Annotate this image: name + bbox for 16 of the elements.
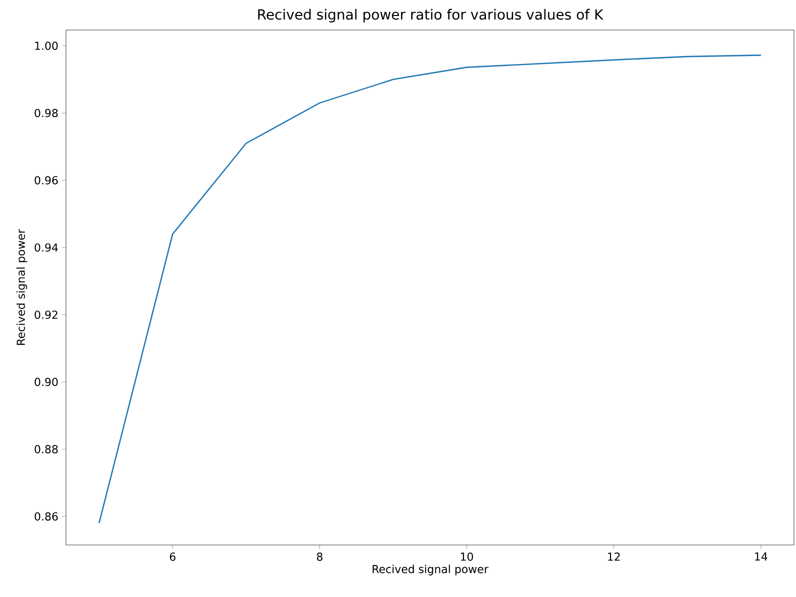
y-tick-label: 0.86 bbox=[34, 512, 58, 521]
y-axis-title: Recived signal power bbox=[16, 229, 28, 345]
y-tick-label: 0.92 bbox=[34, 310, 58, 319]
x-tick-label: 10 bbox=[460, 552, 474, 561]
y-tick-label: 0.88 bbox=[34, 445, 58, 454]
x-tick-label: 12 bbox=[608, 552, 620, 561]
x-tick-label: 6 bbox=[170, 552, 176, 561]
y-tick-label: 0.94 bbox=[34, 243, 58, 252]
y-tick-label: 0.98 bbox=[34, 108, 58, 118]
x-tick-label: 8 bbox=[316, 552, 322, 561]
y-tick-label: 1.00 bbox=[35, 42, 58, 50]
x-tick-label: 14 bbox=[755, 552, 768, 561]
chart-title: Recived signal power ratio for various values of K bbox=[258, 8, 604, 22]
y-tick-label: 0.96 bbox=[34, 176, 58, 184]
x-axis-title: Recived signal power bbox=[372, 564, 488, 576]
y-tick-label: 0.90 bbox=[34, 378, 58, 386]
